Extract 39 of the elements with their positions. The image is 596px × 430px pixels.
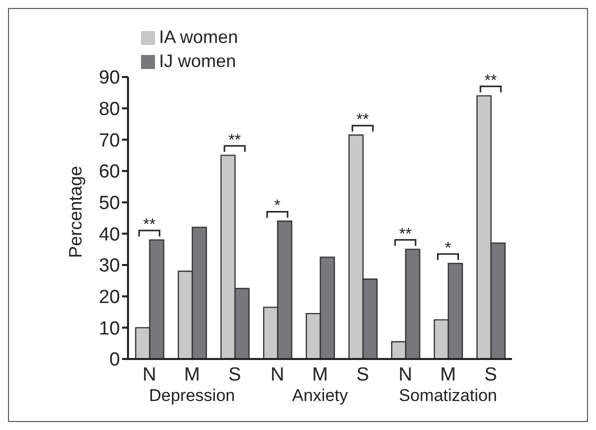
annotation: *	[274, 198, 280, 215]
annotation: **	[356, 112, 369, 129]
x-tick-label: M	[312, 364, 328, 386]
y-tick-label: 0	[109, 350, 120, 371]
significance-bracket: **	[480, 72, 502, 92]
significance-bracket: **	[394, 226, 416, 246]
annotation: **	[143, 216, 156, 234]
y-tick-label: 90	[98, 68, 120, 89]
y-tick-label: 30	[98, 256, 120, 277]
annotation: **	[484, 72, 497, 90]
y-tick-label: 20	[98, 287, 120, 308]
y-tick-label: 40	[98, 224, 120, 246]
significance-bracket: **	[138, 216, 160, 237]
y-tick-label: 60	[98, 162, 120, 183]
text: Somatization	[398, 386, 498, 406]
y-tick-label: 80	[98, 99, 120, 120]
annotation: **	[228, 132, 241, 149]
legend-label: IA women	[159, 27, 238, 47]
x-tick-label: N	[270, 364, 284, 386]
text: Depression	[149, 386, 235, 406]
y-tick-label: 50	[98, 193, 120, 214]
y-tick-label: 70	[98, 130, 120, 152]
annotation: *	[444, 240, 452, 258]
y-axis-title: Percentage	[65, 166, 86, 258]
y-tick-label: 10	[98, 318, 120, 340]
x-tick-label: M	[184, 364, 200, 386]
x-tick-label: N	[142, 364, 156, 386]
annotation: **	[399, 226, 412, 243]
legend-label: IJ women	[159, 51, 236, 71]
significance-bracket: **	[352, 112, 374, 132]
x-tick-label: N	[398, 364, 412, 386]
x-tick-label: M	[440, 364, 456, 386]
x-tick-label: S	[484, 364, 498, 386]
significance-bracket: *	[437, 240, 459, 260]
text: Anxiety	[292, 386, 348, 406]
x-tick-label: S	[228, 364, 242, 386]
x-tick-label: S	[356, 364, 370, 386]
significance-bracket: **	[224, 132, 246, 152]
significance-bracket: *	[266, 198, 288, 218]
